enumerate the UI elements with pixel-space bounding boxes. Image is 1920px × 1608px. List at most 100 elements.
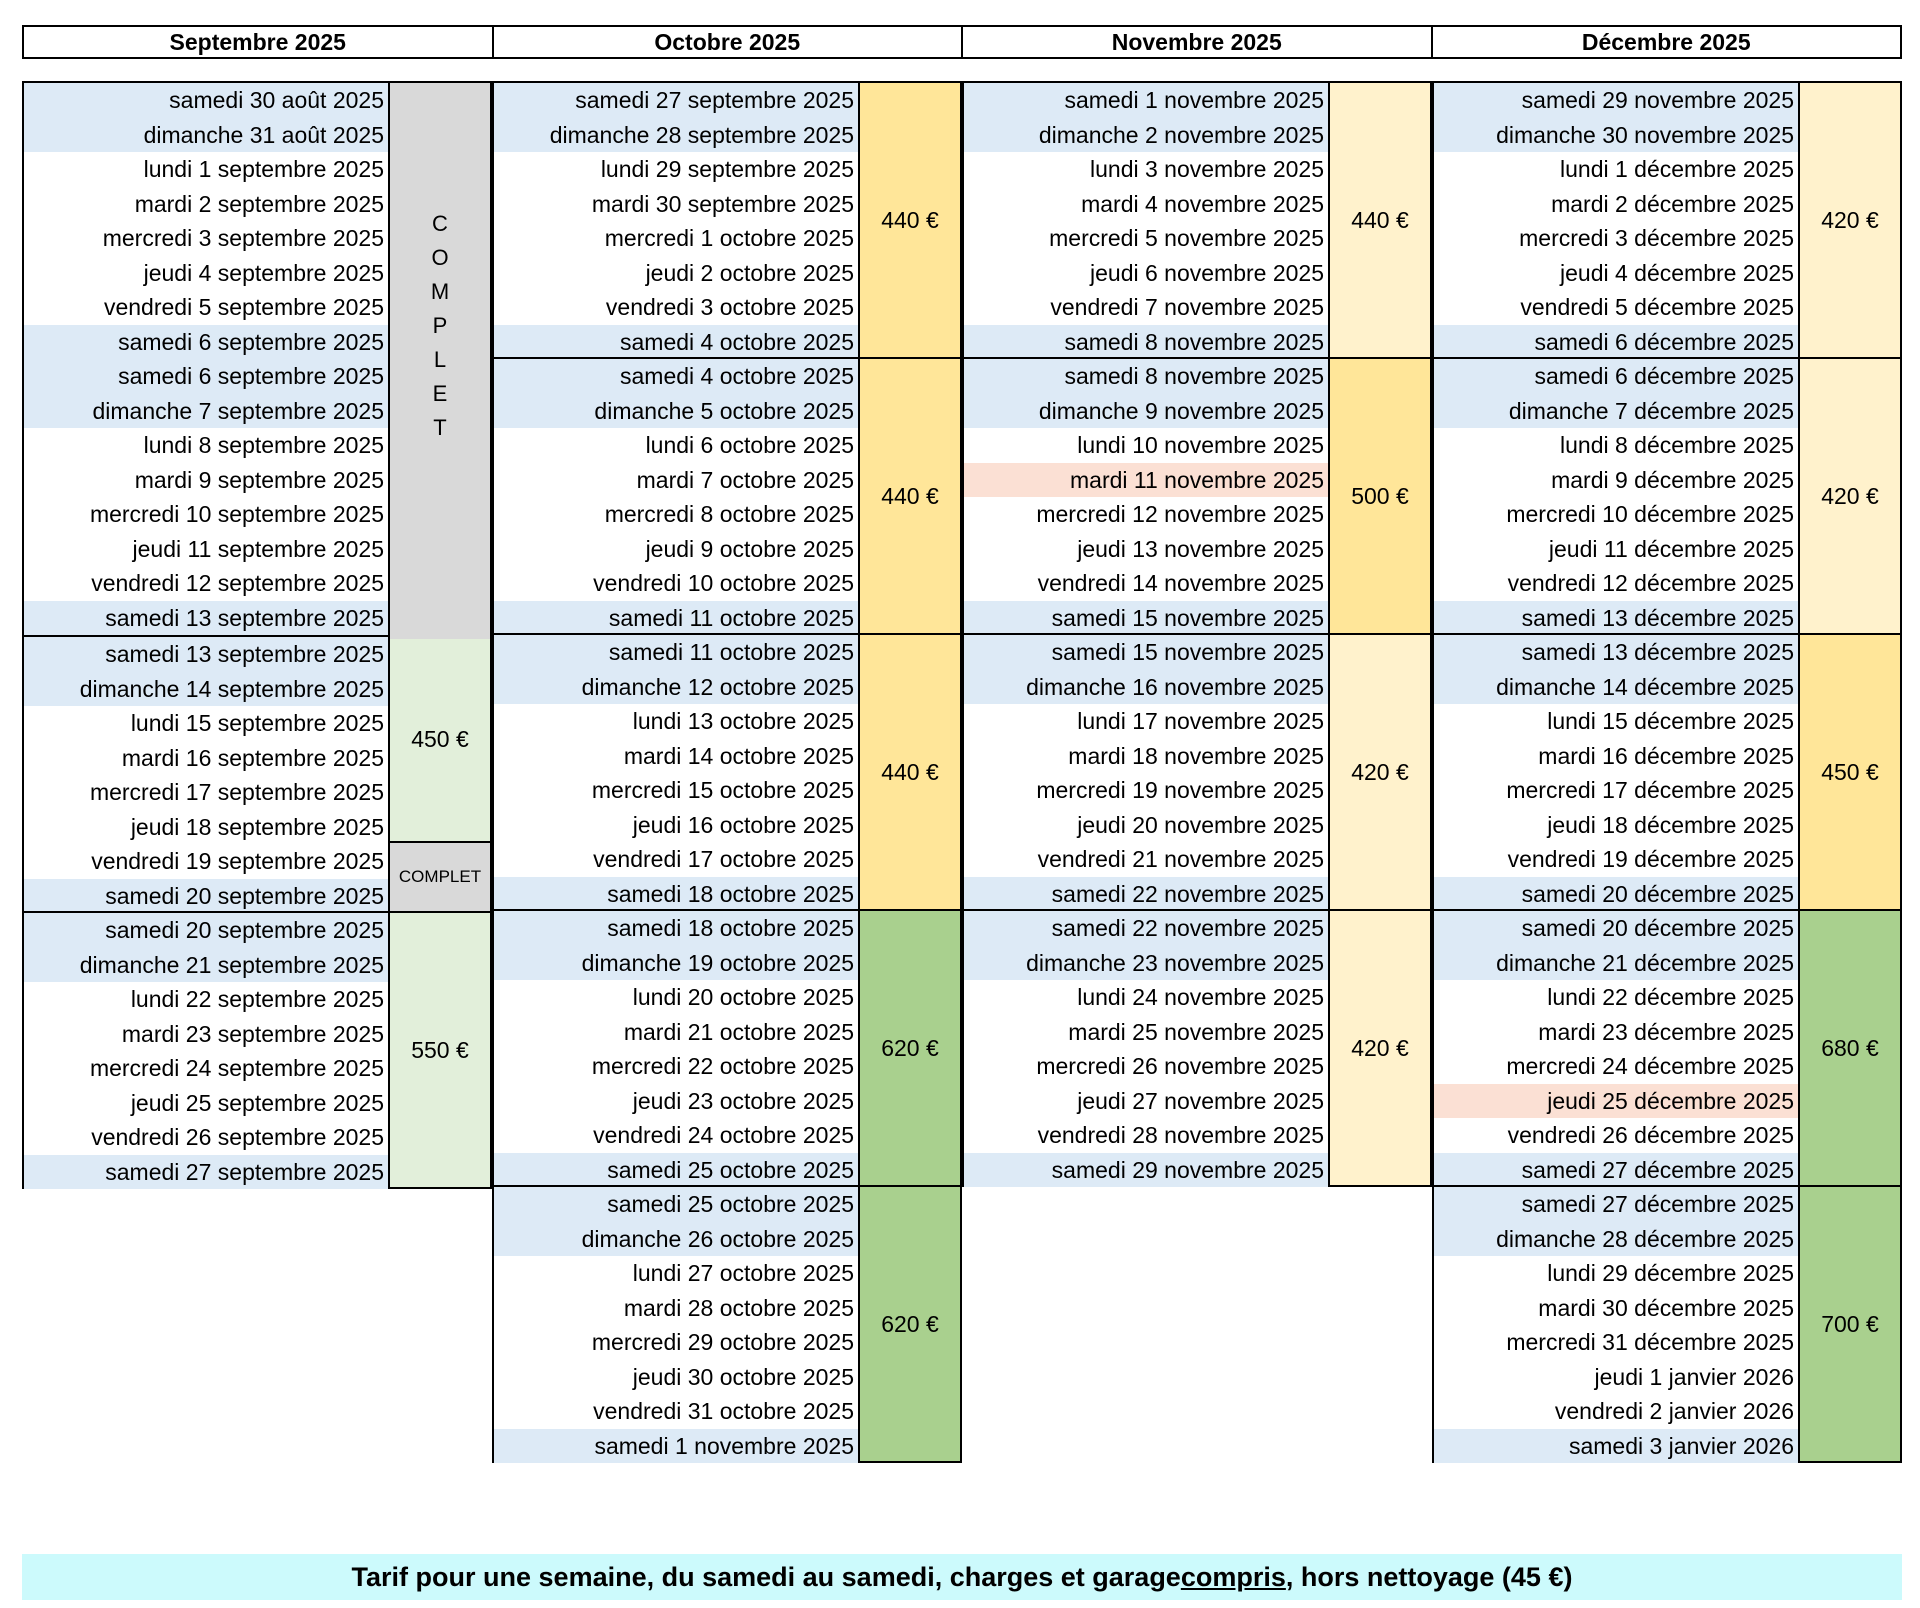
day-cell: mardi 4 novembre 2025 xyxy=(1081,190,1324,217)
day-cell: lundi 17 novembre 2025 xyxy=(1077,708,1324,734)
day-cell: jeudi 4 septembre 2025 xyxy=(143,259,384,286)
day-cell: samedi 20 septembre 2025 xyxy=(24,913,388,948)
day-cell: samedi 13 septembre 2025 xyxy=(24,600,388,635)
day-cell: mardi 2 décembre 2025 xyxy=(1551,190,1794,217)
day-cell: samedi 6 décembre 2025 xyxy=(1434,359,1798,394)
price-cell: 440 € xyxy=(860,359,960,633)
week-block: samedi 1 novembre 2025 dimanche 2 novembr… xyxy=(962,81,1432,359)
week-days: samedi 6 décembre 2025 dimanche 7 décembr… xyxy=(1434,359,1800,635)
week-days: samedi 29 novembre 2025 dimanche 30 novem… xyxy=(1434,83,1800,359)
day-cell: lundi 24 novembre 2025 xyxy=(1077,984,1324,1010)
day-cell: vendredi 5 septembre 2025 xyxy=(103,294,384,320)
day-cell: samedi 1 novembre 2025 xyxy=(494,1428,858,1463)
price-cell: 440 € xyxy=(860,83,960,357)
complet-letter: M xyxy=(430,279,450,304)
day-cell: mardi 16 décembre 2025 xyxy=(1538,742,1794,769)
week-block: samedi 15 novembre 2025 dimanche 16 novem… xyxy=(962,633,1432,911)
day-cell: lundi 8 décembre 2025 xyxy=(1560,432,1794,458)
complet-letter: C xyxy=(432,211,448,236)
day-cell: mercredi 17 septembre 2025 xyxy=(89,779,384,805)
price-cell: 420 € xyxy=(1330,911,1430,1185)
month-column: samedi 29 novembre 2025 dimanche 30 novem… xyxy=(1432,81,1902,1463)
day-cell: jeudi 30 octobre 2025 xyxy=(632,1363,854,1390)
day-cell: mercredi 3 septembre 2025 xyxy=(102,225,384,251)
week-block: samedi 4 octobre 2025 dimanche 5 octobre … xyxy=(492,357,962,635)
day-cell: jeudi 11 septembre 2025 xyxy=(132,535,384,562)
price-cell: 450 € xyxy=(390,637,490,843)
day-cell: dimanche 7 décembre 2025 xyxy=(1434,393,1798,428)
day-cell: lundi 15 décembre 2025 xyxy=(1547,708,1794,734)
week-days: samedi 4 octobre 2025 dimanche 5 octobre … xyxy=(494,359,860,635)
day-cell: mardi 18 novembre 2025 xyxy=(1068,742,1324,769)
day-cell: dimanche 31 août 2025 xyxy=(24,117,388,152)
month-header-december: Décembre 2025 xyxy=(1430,27,1901,57)
day-cell: jeudi 23 octobre 2025 xyxy=(632,1087,854,1114)
day-cell: mardi 9 décembre 2025 xyxy=(1551,466,1794,493)
footer-note: Tarif pour une semaine, du samedi au sam… xyxy=(22,1554,1902,1600)
day-cell: mercredi 1 octobre 2025 xyxy=(604,225,854,251)
day-cell: mardi 30 décembre 2025 xyxy=(1538,1294,1794,1321)
footer-text-after: , hors nettoyage (45 €) xyxy=(1285,1561,1573,1592)
day-cell: mardi 28 octobre 2025 xyxy=(623,1294,854,1321)
day-cell: lundi 3 novembre 2025 xyxy=(1090,156,1324,182)
day-cell: mercredi 22 octobre 2025 xyxy=(591,1053,854,1079)
day-cell: mercredi 10 décembre 2025 xyxy=(1506,501,1794,527)
day-cell: jeudi 27 novembre 2025 xyxy=(1077,1087,1324,1114)
day-cell: lundi 1 septembre 2025 xyxy=(143,156,384,182)
day-cell: lundi 8 septembre 2025 xyxy=(143,432,384,458)
day-cell: samedi 8 novembre 2025 xyxy=(964,359,1328,394)
week-block: samedi 29 novembre 2025 dimanche 30 novem… xyxy=(1432,81,1902,359)
day-cell: dimanche 14 septembre 2025 xyxy=(24,671,388,706)
day-cell: samedi 29 novembre 2025 xyxy=(964,1152,1328,1187)
complet-letter: O xyxy=(431,245,449,270)
day-cell: mercredi 12 novembre 2025 xyxy=(1036,501,1324,527)
day-cell: samedi 6 septembre 2025 xyxy=(24,324,388,359)
day-cell: samedi 13 septembre 2025 xyxy=(24,637,388,672)
week-days: samedi 27 décembre 2025 dimanche 28 décem… xyxy=(1434,1187,1800,1463)
complet-letter: P xyxy=(432,313,448,338)
day-cell: samedi 25 octobre 2025 xyxy=(494,1152,858,1187)
day-cell: dimanche 26 octobre 2025 xyxy=(494,1221,858,1256)
price-cell: 550 € xyxy=(390,913,490,1187)
week-days: samedi 11 octobre 2025 dimanche 12 octobr… xyxy=(494,635,860,911)
day-cell: mardi 2 septembre 2025 xyxy=(134,190,384,217)
day-cell: vendredi 19 décembre 2025 xyxy=(1507,846,1794,872)
week-days: samedi 25 octobre 2025 dimanche 26 octobr… xyxy=(494,1187,860,1463)
day-cell: samedi 22 novembre 2025 xyxy=(964,876,1328,911)
week-days: samedi 1 novembre 2025 dimanche 2 novembr… xyxy=(964,83,1330,359)
day-cell: jeudi 18 septembre 2025 xyxy=(130,813,384,840)
day-cell: samedi 6 décembre 2025 xyxy=(1434,324,1798,359)
price-cell: 620 € xyxy=(860,1187,960,1461)
week-days: samedi 30 août 2025 dimanche 31 août 2025… xyxy=(24,83,390,359)
week-days: samedi 27 septembre 2025 dimanche 28 sept… xyxy=(494,83,860,359)
day-cell: samedi 25 octobre 2025 xyxy=(494,1187,858,1222)
week-days: samedi 18 octobre 2025 dimanche 19 octobr… xyxy=(494,911,860,1187)
week-days: samedi 15 novembre 2025 dimanche 16 novem… xyxy=(964,635,1330,911)
day-cell: vendredi 26 décembre 2025 xyxy=(1507,1122,1794,1148)
day-cell: jeudi 4 décembre 2025 xyxy=(1560,259,1794,286)
week-block: samedi 20 septembre 2025 dimanche 21 sept… xyxy=(22,911,492,1189)
day-cell: vendredi 10 octobre 2025 xyxy=(593,570,854,596)
price-cell: 700 € xyxy=(1800,1187,1900,1461)
week-block: samedi 27 décembre 2025 dimanche 28 décem… xyxy=(1432,1185,1902,1463)
day-cell: lundi 20 octobre 2025 xyxy=(632,984,854,1010)
day-cell: jeudi 2 octobre 2025 xyxy=(645,259,854,286)
day-cell: jeudi 25 septembre 2025 xyxy=(130,1089,384,1116)
day-cell: vendredi 19 septembre 2025 xyxy=(91,848,384,874)
day-cell: samedi 27 septembre 2025 xyxy=(24,1154,388,1189)
day-cell: lundi 15 septembre 2025 xyxy=(130,710,384,736)
day-cell: jeudi 9 octobre 2025 xyxy=(645,535,854,562)
day-cell: dimanche 7 septembre 2025 xyxy=(24,393,388,428)
day-cell: lundi 1 décembre 2025 xyxy=(1560,156,1794,182)
day-cell: dimanche 2 novembre 2025 xyxy=(964,117,1328,152)
day-cell: samedi 1 novembre 2025 xyxy=(964,83,1328,118)
day-cell: dimanche 28 décembre 2025 xyxy=(1434,1221,1798,1256)
complet-letter: L xyxy=(433,347,447,372)
complet-label: COMPLET xyxy=(390,843,490,911)
day-cell: mardi 30 septembre 2025 xyxy=(591,190,854,217)
day-cell: samedi 6 septembre 2025 xyxy=(24,359,388,394)
week-block: samedi 6 décembre 2025 dimanche 7 décembr… xyxy=(1432,357,1902,635)
price-cell: 440 € xyxy=(1330,83,1430,357)
day-cell: jeudi 16 octobre 2025 xyxy=(632,811,854,838)
